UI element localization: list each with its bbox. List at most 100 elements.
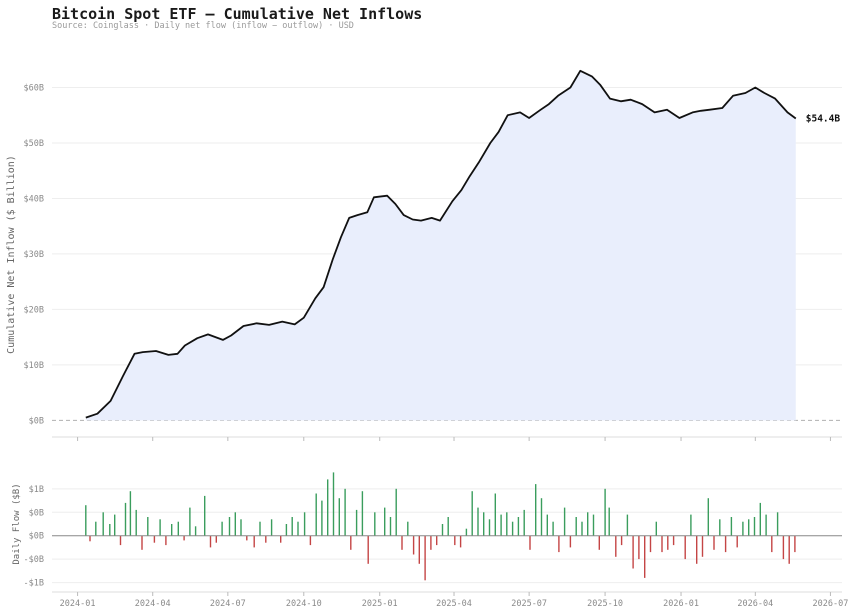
outflow-bar bbox=[412, 535, 415, 555]
inflow-bar bbox=[540, 498, 543, 536]
inflow-bar bbox=[552, 521, 554, 536]
inflow-bar bbox=[608, 507, 610, 536]
outflow-bar bbox=[638, 535, 640, 560]
inflow-bar bbox=[546, 514, 548, 536]
inflow-bar bbox=[581, 521, 583, 536]
main-y-tick-label: $40B bbox=[24, 194, 44, 204]
inflow-bar bbox=[587, 512, 589, 536]
inflow-bar bbox=[517, 517, 520, 536]
outflow-bar bbox=[558, 535, 560, 553]
outflow-bar bbox=[794, 535, 796, 553]
inflow-bar bbox=[730, 517, 733, 536]
cumulative-line bbox=[85, 69, 797, 419]
inflow-bar bbox=[102, 512, 104, 536]
inflow-bar bbox=[441, 524, 444, 536]
inflow-bar bbox=[742, 521, 744, 536]
inflow-bar bbox=[234, 512, 236, 536]
outflow-bar bbox=[280, 535, 282, 543]
outflow-bar bbox=[771, 535, 773, 553]
inflow-bar bbox=[511, 521, 514, 536]
flow-y-tick-label: $0B bbox=[29, 508, 44, 518]
outflow-bar bbox=[736, 535, 738, 548]
outflow-bar bbox=[153, 535, 156, 543]
x-tick-label: 2025-07 bbox=[511, 599, 547, 609]
inflow-bar bbox=[228, 517, 231, 536]
main-y-tick-label: $0B bbox=[29, 416, 44, 426]
outflow-bar bbox=[782, 535, 785, 560]
outflow-bar bbox=[350, 535, 352, 550]
inflow-bar bbox=[291, 517, 293, 536]
inflow-bar bbox=[147, 517, 149, 536]
outflow-bar bbox=[253, 535, 255, 548]
outflow-bar bbox=[265, 535, 267, 543]
inflow-bar bbox=[177, 521, 179, 536]
inflow-bar bbox=[221, 521, 223, 536]
inflow-bar bbox=[374, 512, 376, 536]
outflow-bar bbox=[620, 535, 623, 546]
outflow-bar bbox=[598, 535, 600, 550]
x-tick-label: 2026-01 bbox=[663, 599, 699, 609]
outflow-bar bbox=[632, 535, 634, 569]
inflow-bar bbox=[395, 488, 397, 536]
outflow-bar bbox=[569, 535, 572, 548]
flow-y-tick-label: -$0B bbox=[24, 555, 44, 565]
main-y-tick-label: $30B bbox=[24, 250, 44, 260]
inflow-bar bbox=[194, 526, 197, 536]
outflow-bar bbox=[141, 535, 143, 550]
outflow-bar bbox=[215, 535, 217, 543]
inflow-bar bbox=[494, 493, 496, 536]
outflow-bar bbox=[309, 535, 312, 546]
inflow-bar bbox=[563, 507, 566, 536]
inflow-bar bbox=[135, 509, 137, 536]
x-tick-label: 2025-10 bbox=[587, 599, 623, 609]
flow-y-tick-label: -$1B bbox=[24, 579, 44, 589]
inflow-bar bbox=[355, 509, 358, 536]
inflow-bar bbox=[748, 519, 750, 536]
daily-flow-panel: -$1B -$0B $0B $0B $1B 2024-01 2024-04 2024-07 20… bbox=[12, 472, 848, 609]
inflow-bar bbox=[297, 521, 299, 536]
x-tick-label: 2026-04 bbox=[737, 599, 773, 609]
inflow-bar bbox=[500, 514, 502, 536]
cumulative-panel: $0B $10B $20B $30B $40B $50B $60B $54.4B Cumulat… bbox=[6, 69, 842, 441]
main-y-tick-label: $50B bbox=[24, 139, 44, 149]
inflow-bar bbox=[575, 517, 577, 536]
outflow-bar bbox=[436, 535, 438, 546]
outflow-bar bbox=[684, 535, 686, 560]
inflow-bar bbox=[240, 519, 242, 536]
inflow-bar bbox=[447, 517, 449, 536]
chart-subtitle: Source: Coinglass · Daily net flow (infl… bbox=[52, 21, 354, 31]
outflow-bar bbox=[454, 535, 456, 546]
inflow-bar bbox=[285, 524, 288, 536]
inflow-bar bbox=[303, 512, 306, 536]
inflow-bar bbox=[315, 493, 317, 536]
x-tick-label: 2025-04 bbox=[436, 599, 472, 609]
inflow-bar bbox=[523, 509, 525, 536]
outflow-bar bbox=[367, 535, 369, 564]
inflow-bar bbox=[384, 507, 386, 536]
inflow-bar bbox=[407, 521, 409, 536]
inflow-bar bbox=[765, 514, 767, 536]
outflow-bar bbox=[418, 535, 420, 564]
inflow-bar bbox=[95, 521, 97, 536]
outflow-bar bbox=[644, 535, 646, 578]
inflow-bar bbox=[535, 484, 537, 536]
inflow-bar bbox=[471, 491, 473, 536]
inflow-bar bbox=[753, 517, 756, 536]
inflow-bar bbox=[592, 514, 595, 536]
inflow-bar bbox=[604, 488, 606, 536]
inflow-bar bbox=[465, 528, 468, 536]
outflow-bar bbox=[401, 535, 403, 550]
flow-y-tick-label: $1B bbox=[29, 485, 44, 495]
x-tick-label: 2026-07 bbox=[813, 599, 849, 609]
inflow-bar bbox=[707, 498, 709, 536]
outflow-bar bbox=[724, 535, 727, 553]
x-tick-label: 2024-10 bbox=[286, 599, 322, 609]
inflow-bar bbox=[626, 514, 629, 536]
outflow-bar bbox=[183, 535, 185, 541]
x-tick-label: 2024-01 bbox=[60, 599, 96, 609]
outflow-bar bbox=[424, 535, 426, 581]
inflow-bar bbox=[488, 519, 491, 536]
inflow-bar bbox=[338, 498, 340, 536]
outflow-bar bbox=[696, 535, 698, 564]
